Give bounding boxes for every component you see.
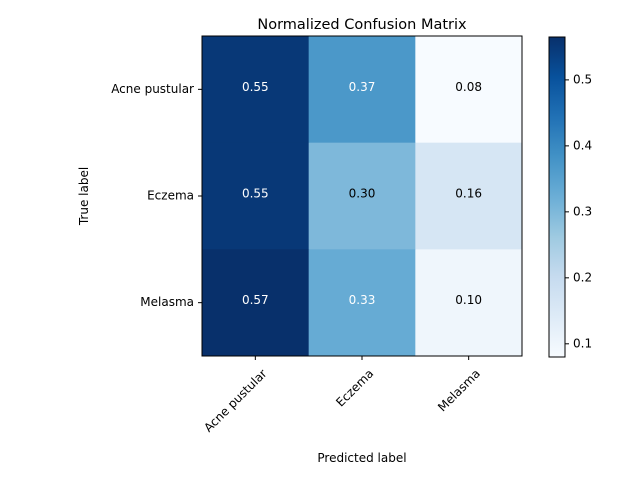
- cell-value-label: 0.55: [242, 187, 269, 201]
- colorbar: 0.1 0.2 0.3 0.4 0.5: [548, 36, 592, 358]
- colorbar-tick-label: 0.2: [573, 270, 592, 284]
- cell-value-label: 0.30: [349, 187, 376, 201]
- heatmap-cell: [202, 36, 310, 144]
- colorbar-tick-label: 0.5: [573, 72, 592, 86]
- colorbar-tick-label: 0.3: [573, 204, 592, 218]
- x-tick-label: Acne pustular: [201, 366, 269, 434]
- colorbar-tick-label: 0.1: [573, 336, 592, 350]
- heatmap-cell: [308, 249, 416, 357]
- y-tick-label: Melasma: [140, 295, 194, 309]
- x-tick-label: Melasma: [435, 366, 483, 414]
- cell-value-label: 0.16: [455, 187, 482, 201]
- x-tick-label: Eczema: [333, 366, 376, 409]
- x-axis-label: Predicted label: [317, 451, 406, 465]
- heatmap-cell: [202, 249, 310, 357]
- cell-value-label: 0.08: [455, 80, 482, 94]
- chart-title: Normalized Confusion Matrix: [257, 17, 467, 33]
- colorbar-ticks: 0.1 0.2 0.3 0.4 0.5: [565, 72, 592, 350]
- heatmap-cell: [415, 249, 523, 357]
- heatmap-cell: [415, 36, 523, 144]
- colorbar-gradient: [548, 36, 566, 358]
- y-tick-label: Acne pustular: [111, 82, 194, 96]
- cell-value-label: 0.57: [242, 293, 269, 307]
- heatmap-cells: 0.55 0.37 0.08 0.55 0.30 0.16 0.57 0.33 0.10: [202, 36, 523, 357]
- heatmap-cell: [308, 36, 416, 144]
- y-tick-label: Eczema: [147, 189, 194, 203]
- y-axis-ticks: Acne pustular Eczema Melasma: [111, 82, 202, 309]
- heatmap-cell: [415, 142, 523, 250]
- cell-value-label: 0.55: [242, 80, 269, 94]
- y-axis-label: True label: [77, 167, 91, 226]
- heatmap-cell: [202, 142, 310, 250]
- cell-value-label: 0.37: [349, 80, 376, 94]
- cell-value-label: 0.33: [349, 293, 376, 307]
- cell-value-label: 0.10: [455, 293, 482, 307]
- colorbar-tick-label: 0.4: [573, 138, 592, 152]
- x-axis-ticks: Acne pustular Eczema Melasma: [201, 356, 483, 435]
- heatmap-cell: [308, 142, 416, 250]
